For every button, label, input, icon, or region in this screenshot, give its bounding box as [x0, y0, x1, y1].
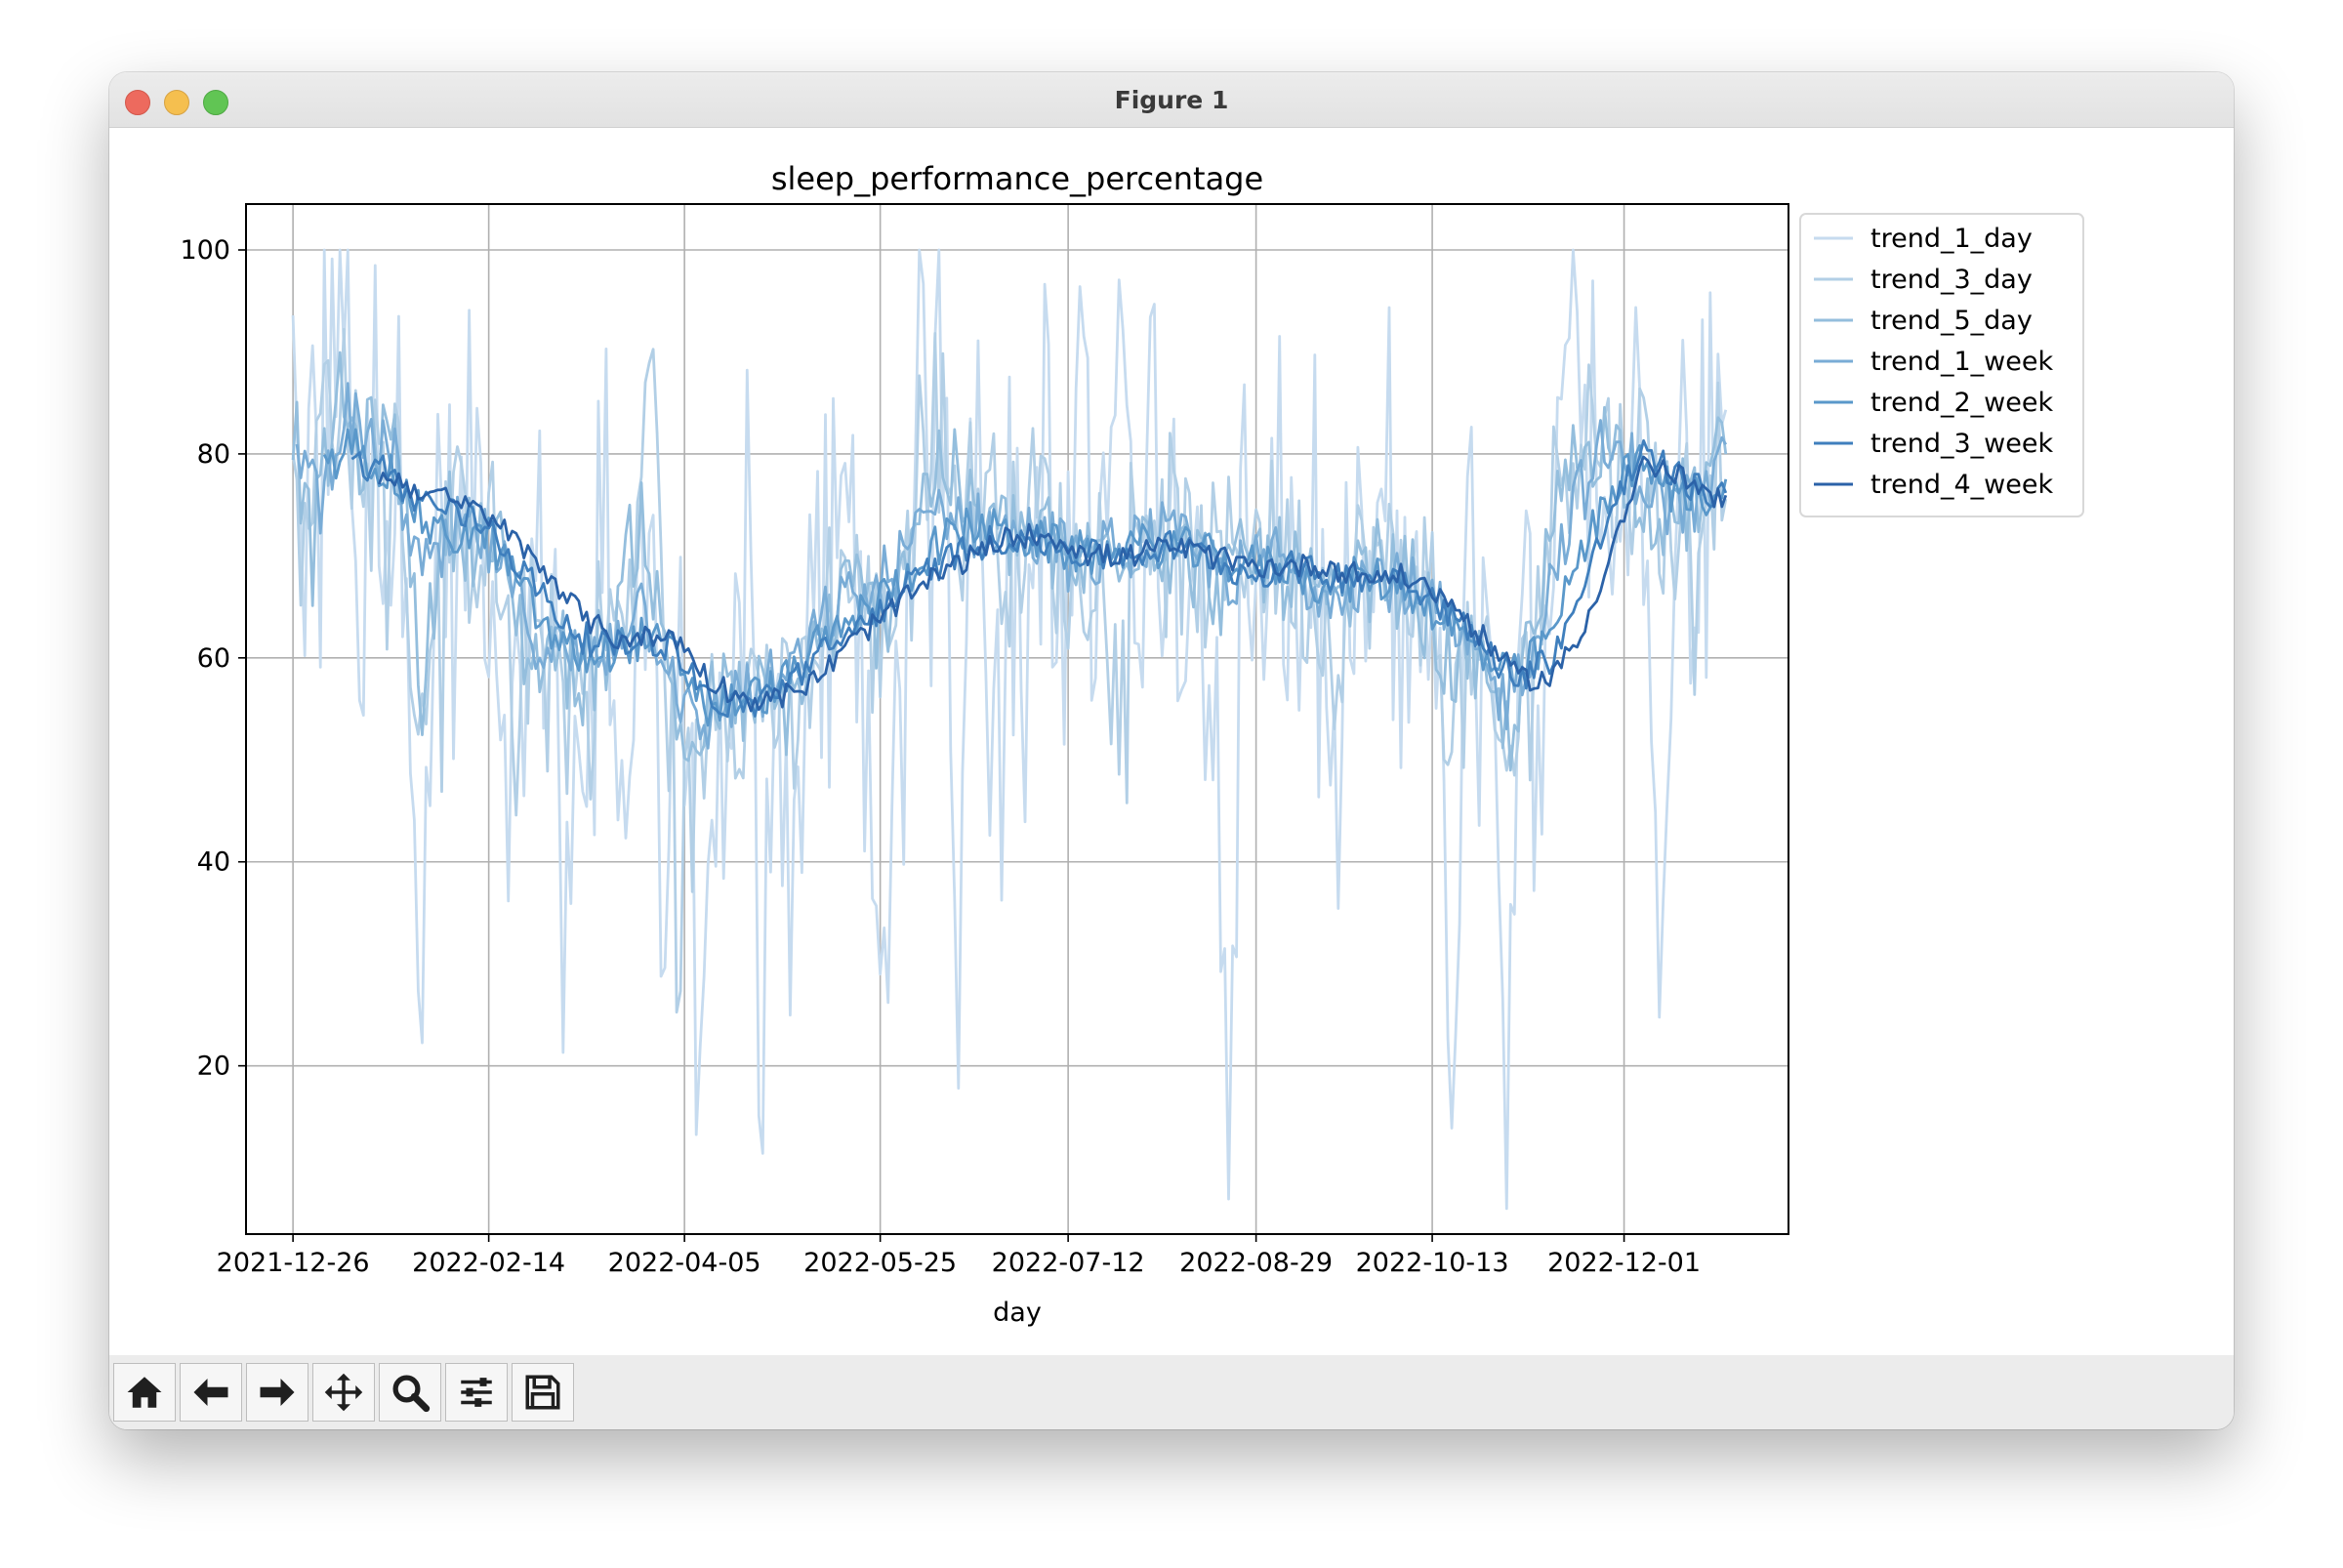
arrow-left-icon — [193, 1379, 228, 1406]
y-tick-label: 60 — [197, 643, 230, 674]
legend-label: trend_2_week — [1870, 388, 2053, 418]
navigation-toolbar — [109, 1355, 2234, 1429]
figure-window: Figure 1 2021-12-26 2022-02-14 2022-04-05 2… — [109, 72, 2234, 1429]
magnifier-icon — [392, 1375, 431, 1413]
line-chart: 2021-12-26 2022-02-14 2022-04-05 2022-05-25… — [109, 128, 2234, 1355]
legend-label: trend_3_day — [1870, 265, 2033, 295]
x-tick-label: 2022-12-01 — [1547, 1248, 1701, 1278]
y-tick-label: 80 — [197, 439, 230, 470]
home-button[interactable] — [113, 1363, 176, 1422]
sliders-icon — [461, 1378, 492, 1407]
legend-label: trend_3_week — [1870, 429, 2053, 459]
series-line-trend-4-week — [377, 455, 1728, 713]
x-tick-label: 2022-02-14 — [412, 1248, 565, 1278]
forward-button[interactable] — [246, 1363, 308, 1422]
legend-label: trend_5_day — [1870, 306, 2033, 336]
configure-subplots-button[interactable] — [445, 1363, 508, 1422]
x-tick-label: 2022-05-25 — [803, 1248, 957, 1278]
move-icon — [324, 1373, 363, 1412]
figure-canvas[interactable]: 2021-12-26 2022-02-14 2022-04-05 2022-05-25… — [109, 128, 2234, 1426]
back-button[interactable] — [180, 1363, 242, 1422]
series-line-trend-2-week — [322, 428, 1728, 727]
plot-frame — [245, 203, 1789, 1235]
maximize-window-button[interactable] — [203, 90, 228, 115]
zoom-button[interactable] — [379, 1363, 441, 1422]
save-button[interactable] — [512, 1363, 574, 1422]
legend: trend_1_day trend_3_day trend_5_day trend_1… — [1799, 213, 2084, 517]
minimize-window-button[interactable] — [164, 90, 189, 115]
close-window-button[interactable] — [125, 90, 150, 115]
legend-frame — [1799, 213, 2084, 517]
home-icon — [127, 1377, 162, 1408]
x-tick-label: 2022-04-05 — [608, 1248, 761, 1278]
chart-title: sleep_performance_percentage — [771, 160, 1263, 197]
series-line-trend-5-day — [291, 351, 1728, 772]
x-tick-label: 2021-12-26 — [217, 1248, 370, 1278]
y-tick-label: 100 — [180, 235, 230, 266]
window-title: Figure 1 — [1114, 86, 1229, 114]
title-bar[interactable]: Figure 1 — [109, 72, 2234, 128]
legend-label: trend_1_day — [1870, 224, 2033, 254]
y-tick-label: 40 — [197, 847, 230, 878]
floppy-disk-icon — [525, 1375, 560, 1410]
legend-label: trend_1_week — [1870, 347, 2053, 377]
x-tick-label: 2022-07-12 — [992, 1248, 1145, 1278]
pan-button[interactable] — [312, 1363, 375, 1422]
arrow-right-icon — [260, 1379, 295, 1406]
y-tick-label: 20 — [197, 1052, 230, 1082]
x-tick-label: 2022-10-13 — [1356, 1248, 1509, 1278]
series-line-trend-1-day — [291, 248, 1728, 1211]
x-tick-label: 2022-08-29 — [1179, 1248, 1333, 1278]
x-axis-label: day — [993, 1298, 1042, 1328]
legend-label: trend_4_week — [1870, 470, 2053, 500]
